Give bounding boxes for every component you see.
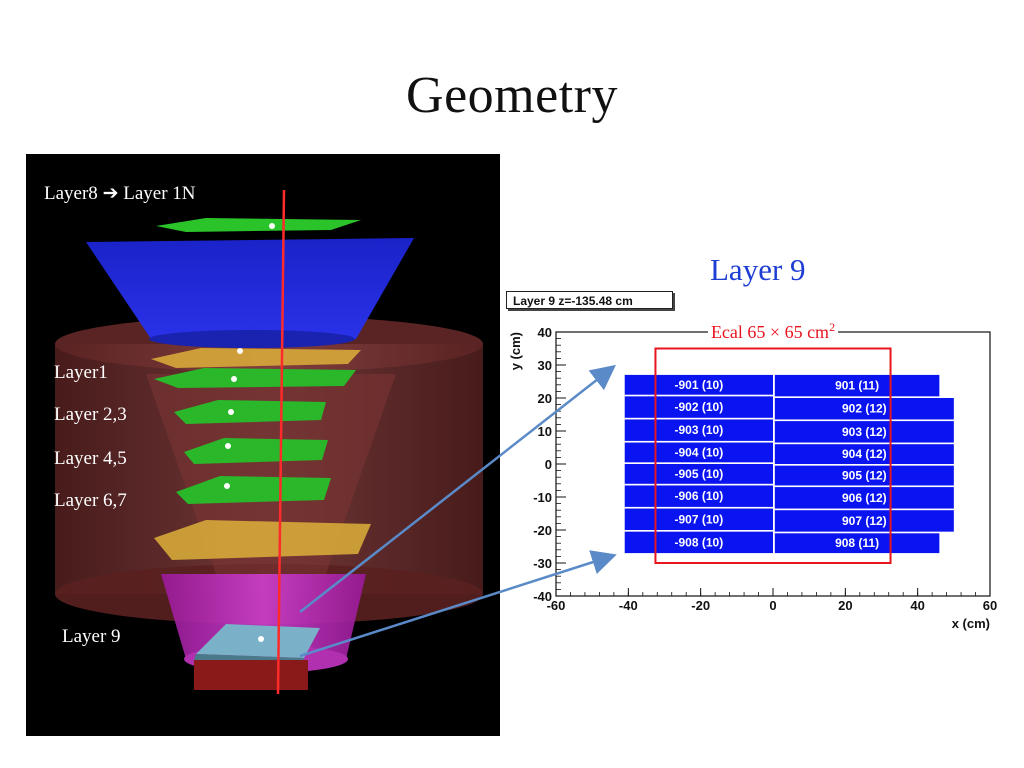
ecal-cell-label: -901 (10): [675, 378, 724, 392]
histogram-title: Layer 9 z=-135.48 cm: [506, 291, 673, 309]
y-tick-label: 10: [538, 424, 552, 439]
ecal-label: Ecal 65 × 65 cm2: [711, 320, 835, 342]
y-tick-label: 30: [538, 358, 552, 373]
x-tick-label: 0: [769, 598, 776, 613]
ecal-cell-label: -904 (10): [675, 445, 724, 459]
ecal-cell: [774, 398, 954, 420]
ecal-cell: [774, 510, 954, 532]
ecal-cell: [624, 419, 773, 441]
ecal-cell: [624, 374, 773, 395]
ecal-cell-label: -902 (10): [675, 400, 724, 414]
ecal-cell-label: 904 (12): [842, 447, 887, 461]
ecal-cell: [774, 374, 940, 397]
ecal-cell: [624, 531, 773, 554]
layer9-chart: -901 (10) -902 (10) -903 (10) -904 (10) -905…: [508, 320, 997, 631]
ecal-cell: [624, 485, 773, 507]
ecal-cell-label: 905 (12): [842, 469, 887, 483]
y-tick-label: -10: [533, 490, 552, 505]
layer9-heading: Layer 9: [710, 252, 806, 287]
label-layer8: Layer8: [44, 183, 98, 204]
y-tick-label: 20: [538, 391, 552, 406]
ecal-cell-label: -908 (10): [675, 535, 724, 549]
y-tick-label: -20: [533, 523, 552, 538]
ecal-cell-label: -907 (10): [675, 512, 724, 526]
label-layer-6-7: Layer 6,7: [54, 490, 127, 511]
label-layer1: Layer1: [54, 362, 108, 383]
x-tick-label: 20: [838, 598, 852, 613]
detector-illustration: [55, 189, 483, 695]
label-layer1n: Layer 1N: [123, 183, 196, 204]
label-layer-2-3: Layer 2,3: [54, 404, 127, 425]
ecal-cell: [774, 444, 954, 464]
ecal-cell-label: 907 (12): [842, 514, 887, 528]
x-tick-label: -20: [691, 598, 710, 613]
y-tick-label: 40: [538, 325, 552, 340]
ecal-cell: [624, 396, 773, 418]
label-layer9-left: Layer 9: [62, 626, 121, 647]
x-tick-label: 40: [910, 598, 924, 613]
y-tick-label: 0: [545, 457, 552, 472]
y-tick-label: -30: [533, 556, 552, 571]
x-axis-label: x (cm): [952, 616, 990, 631]
ecal-cell: [774, 533, 940, 554]
ecal-cell: [774, 465, 954, 486]
x-tick-label: -40: [619, 598, 638, 613]
ecal-cell-label: 901 (11): [835, 379, 879, 393]
y-tick-label: -40: [533, 589, 552, 604]
ecal-cell-label: -905 (10): [675, 467, 724, 481]
ecal-cell: [774, 421, 954, 443]
ecal-cell: [624, 442, 773, 463]
x-tick-label: 60: [983, 598, 997, 613]
arrow-right-icon: ➔: [102, 182, 119, 204]
label-layer8-to-layer1n: Layer8 ➔ Layer 1N: [44, 182, 196, 205]
ecal-cell-label: 902 (12): [842, 402, 887, 416]
ecal-cell-label: -903 (10): [675, 423, 724, 437]
y-axis-label: y (cm): [508, 332, 523, 370]
ecal-cell: [624, 508, 773, 530]
ecal-cell: [774, 487, 954, 509]
ecal-cell-label: 903 (12): [842, 425, 887, 439]
ecal-cell-label: 906 (12): [842, 491, 887, 505]
ecal-cell-label: 908 (11): [835, 536, 879, 550]
label-layer-4-5: Layer 4,5: [54, 448, 127, 469]
ecal-outline: [654, 347, 892, 564]
ecal-cell: [624, 464, 773, 484]
slide-title: Geometry: [406, 67, 618, 124]
geometry-render: Layer8 ➔ Layer 1N Layer1 Layer 2,3 Layer…: [26, 154, 500, 736]
ecal-cell-label: -906 (10): [675, 489, 724, 503]
